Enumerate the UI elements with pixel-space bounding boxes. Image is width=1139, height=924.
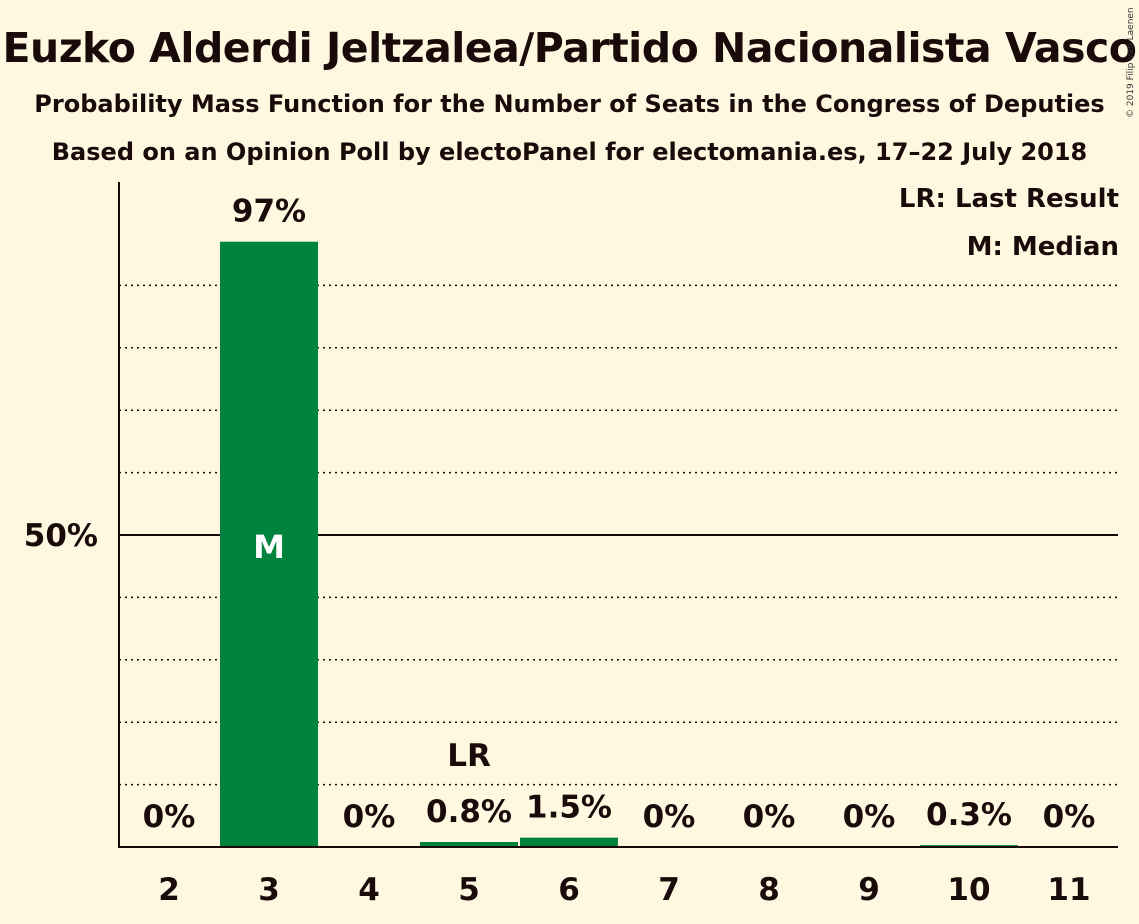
x-tick-label-8: 8 bbox=[758, 872, 780, 908]
bar-3 bbox=[220, 241, 318, 848]
x-tick-label-7: 7 bbox=[658, 872, 680, 908]
value-label-5: 0.8% bbox=[426, 794, 512, 830]
bar-6 bbox=[520, 837, 618, 847]
x-tick-label-5: 5 bbox=[458, 872, 480, 908]
value-label-7: 0% bbox=[643, 799, 696, 835]
value-label-10: 0.3% bbox=[926, 797, 1012, 833]
legend-last-result: LR: Last Result bbox=[898, 184, 1119, 214]
x-tick-label-4: 4 bbox=[358, 872, 380, 908]
x-tick-label-9: 9 bbox=[858, 872, 880, 908]
last-result-marker: LR bbox=[447, 738, 491, 774]
value-label-2: 0% bbox=[143, 799, 196, 835]
value-label-3: 97% bbox=[232, 194, 306, 230]
median-marker: M bbox=[253, 528, 285, 566]
chart-title: Euzko Alderdi Jeltzalea/Partido Nacional… bbox=[2, 24, 1137, 72]
value-label-8: 0% bbox=[743, 799, 796, 835]
x-tick-label-10: 10 bbox=[947, 872, 990, 908]
chart-source: Based on an Opinion Poll by electoPanel … bbox=[51, 138, 1088, 166]
x-tick-label-2: 2 bbox=[158, 872, 180, 908]
x-tick-label-11: 11 bbox=[1047, 872, 1090, 908]
chart-subtitle: Probability Mass Function for the Number… bbox=[34, 90, 1105, 118]
legend-median: M: Median bbox=[966, 232, 1119, 262]
y-tick-label: 50% bbox=[24, 518, 98, 554]
value-label-6: 1.5% bbox=[526, 790, 612, 826]
x-tick-label-6: 6 bbox=[558, 872, 580, 908]
value-label-11: 0% bbox=[1043, 799, 1096, 835]
x-tick-label-3: 3 bbox=[258, 872, 280, 908]
bar-5 bbox=[420, 842, 518, 847]
value-label-4: 0% bbox=[343, 799, 396, 835]
value-label-9: 0% bbox=[843, 799, 896, 835]
